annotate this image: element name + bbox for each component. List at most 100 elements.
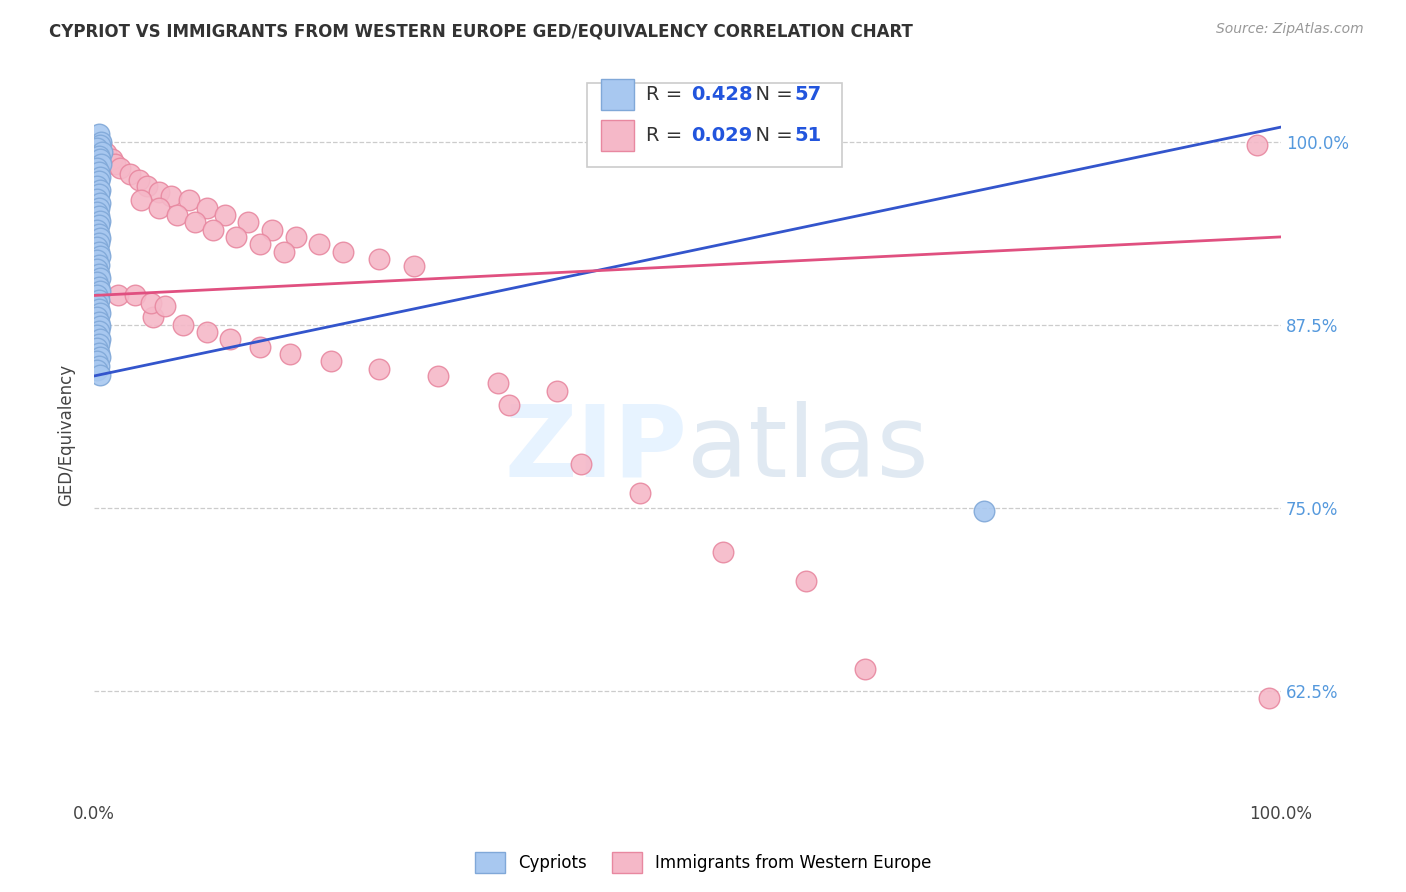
Point — [87, 279, 110, 293]
Point — [219, 332, 242, 346]
Point — [89, 306, 111, 320]
Point — [546, 384, 568, 398]
Point — [91, 145, 114, 159]
Text: 51: 51 — [794, 126, 821, 145]
Point — [87, 227, 110, 241]
Point — [225, 230, 247, 244]
Point — [86, 288, 108, 302]
Text: CYPRIOT VS IMMIGRANTS FROM WESTERN EUROPE GED/EQUIVALENCY CORRELATION CHART: CYPRIOT VS IMMIGRANTS FROM WESTERN EUROP… — [49, 22, 912, 40]
Point — [166, 208, 188, 222]
Point — [87, 336, 110, 351]
Point — [148, 201, 170, 215]
Point — [136, 178, 159, 193]
Point — [89, 196, 111, 211]
Point — [86, 341, 108, 355]
Point — [160, 189, 183, 203]
Point — [107, 288, 129, 302]
Point — [201, 222, 224, 236]
Point — [139, 295, 162, 310]
Point — [89, 169, 111, 184]
Point — [87, 267, 110, 281]
Point — [148, 185, 170, 199]
Text: atlas: atlas — [688, 401, 929, 498]
Point — [87, 187, 110, 202]
Point — [87, 149, 110, 163]
Point — [108, 161, 131, 175]
Point — [177, 194, 200, 208]
Point — [131, 194, 153, 208]
Text: ZIP: ZIP — [505, 401, 688, 498]
Point — [1258, 691, 1281, 706]
Point — [308, 237, 330, 252]
Point — [86, 328, 108, 343]
Point — [195, 201, 218, 215]
Point — [153, 299, 176, 313]
Point — [89, 368, 111, 382]
Point — [404, 259, 426, 273]
Point — [321, 354, 343, 368]
Point — [89, 284, 111, 298]
Point — [94, 146, 117, 161]
Text: R =: R = — [645, 86, 689, 104]
Point — [260, 222, 283, 236]
Point — [367, 361, 389, 376]
Point — [86, 240, 108, 254]
Text: N =: N = — [744, 86, 799, 104]
Point — [87, 293, 110, 307]
Point — [86, 310, 108, 325]
Point — [794, 574, 817, 588]
Point — [89, 231, 111, 245]
Point — [249, 237, 271, 252]
Point — [628, 486, 651, 500]
Point — [711, 545, 734, 559]
Point — [486, 376, 509, 391]
Point — [89, 332, 111, 346]
Point — [87, 244, 110, 259]
Point — [89, 183, 111, 197]
Point — [973, 504, 995, 518]
Text: R =: R = — [645, 126, 689, 145]
Point — [89, 153, 111, 167]
Point — [87, 218, 110, 232]
Point — [87, 165, 110, 179]
Point — [89, 350, 111, 364]
Point — [184, 215, 207, 229]
Point — [90, 135, 112, 149]
Point — [86, 262, 108, 277]
Point — [87, 235, 110, 250]
Point — [87, 258, 110, 272]
Point — [87, 324, 110, 338]
Point — [118, 167, 141, 181]
Point — [569, 457, 592, 471]
Point — [87, 315, 110, 329]
Point — [124, 288, 146, 302]
Point — [89, 249, 111, 263]
Point — [427, 369, 450, 384]
Point — [1246, 137, 1268, 152]
Point — [855, 662, 877, 676]
Text: 0.428: 0.428 — [690, 86, 752, 104]
Point — [86, 161, 108, 175]
Point — [128, 173, 150, 187]
Point — [104, 157, 127, 171]
Point — [142, 310, 165, 325]
Point — [87, 210, 110, 224]
FancyBboxPatch shape — [600, 79, 634, 110]
Point — [238, 215, 260, 229]
Point — [87, 345, 110, 359]
Point — [89, 271, 111, 285]
Point — [86, 192, 108, 206]
Point — [100, 153, 122, 167]
Point — [89, 137, 111, 152]
Point — [86, 222, 108, 236]
Legend: Cypriots, Immigrants from Western Europe: Cypriots, Immigrants from Western Europe — [468, 846, 938, 880]
Point — [87, 174, 110, 188]
Y-axis label: GED/Equivalency: GED/Equivalency — [58, 364, 75, 506]
Point — [90, 157, 112, 171]
Point — [90, 137, 112, 152]
Point — [249, 340, 271, 354]
Point — [86, 354, 108, 368]
Point — [278, 347, 301, 361]
Text: 57: 57 — [794, 86, 821, 104]
Point — [86, 205, 108, 219]
